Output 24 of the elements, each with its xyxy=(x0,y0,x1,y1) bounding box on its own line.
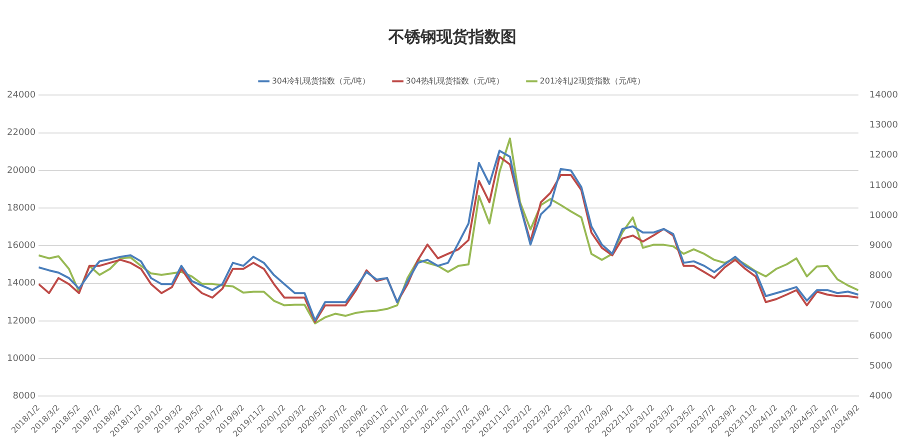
y-tick-label: 20000 xyxy=(6,166,36,176)
y-tick-label: 18000 xyxy=(6,203,36,214)
y-tick-label: 8000 xyxy=(12,392,36,402)
y2-tick-label: 12000 xyxy=(869,150,898,161)
y2-tick-label: 13000 xyxy=(869,120,898,131)
legend-label: 304热轧现货指数（元/吨） xyxy=(406,76,504,86)
y2-tick-label: 10000 xyxy=(869,210,898,221)
y2-tick-label: 9000 xyxy=(869,241,893,252)
y-tick-label: 22000 xyxy=(6,128,36,138)
y-tick-label: 12000 xyxy=(6,316,36,326)
y2-tick-label: 7000 xyxy=(869,301,893,312)
y-tick-label: 14000 xyxy=(6,278,36,289)
y-tick-label: 24000 xyxy=(6,90,36,101)
y2-tick-label: 5000 xyxy=(869,361,893,372)
y2-tick-label: 11000 xyxy=(869,180,898,191)
y2-tick-label: 4000 xyxy=(869,392,893,402)
y2-tick-label: 8000 xyxy=(869,271,893,282)
y2-tick-label: 6000 xyxy=(869,331,893,342)
legend-label: 304冷轧现货指数（元/吨） xyxy=(272,76,370,86)
y2-tick-label: 14000 xyxy=(869,90,898,101)
y-tick-label: 16000 xyxy=(6,241,36,252)
y-tick-label: 10000 xyxy=(6,354,36,364)
legend-label: 201冷轧J2现货指数（元/吨） xyxy=(540,76,646,86)
chart-title: 不锈钢现货指数图 xyxy=(388,26,516,46)
